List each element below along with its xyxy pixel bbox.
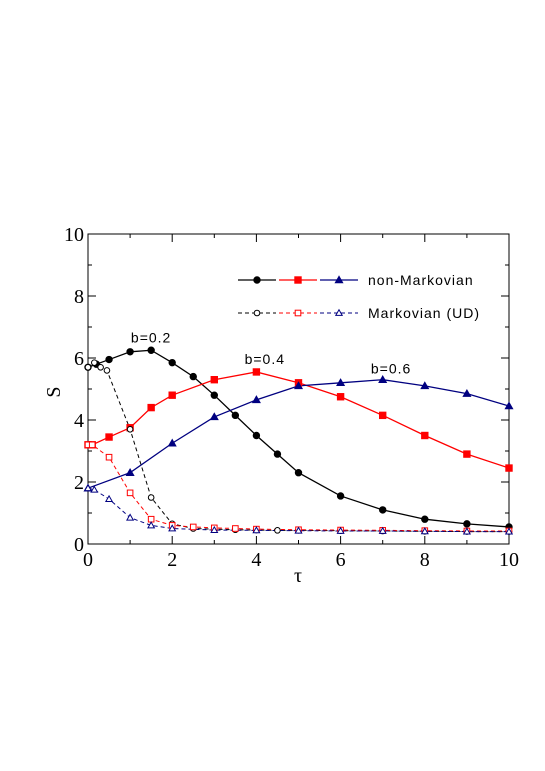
data-point-triangle xyxy=(334,275,344,284)
tick-labels: 0 2 4 6 8 10 0 2 4 6 8 10 xyxy=(64,224,519,571)
x-axis-title: τ xyxy=(294,565,302,587)
data-point-circle xyxy=(210,391,219,399)
data-point-circle xyxy=(273,450,282,458)
series-line xyxy=(88,444,509,532)
data-point-triangle xyxy=(210,525,219,533)
data-point-triangle xyxy=(336,378,346,387)
data-point-square xyxy=(379,411,387,420)
y-tick-label: 0 xyxy=(74,534,84,556)
data-point-circle xyxy=(126,426,134,433)
data-point-square xyxy=(232,525,239,532)
data-point-triangle xyxy=(251,395,261,404)
series-annotation: b=0.6 xyxy=(371,361,411,377)
y-tick-label: 10 xyxy=(64,224,84,246)
axis-ticks xyxy=(87,233,510,545)
data-point-circle xyxy=(231,411,240,420)
data-point-triangle xyxy=(334,308,344,316)
data-point-square xyxy=(88,441,96,449)
data-point-square xyxy=(105,433,113,441)
series-annotation: b=0.4 xyxy=(245,351,285,367)
data-point-triangle xyxy=(378,526,387,534)
legend-label: Markovian (UD) xyxy=(368,305,480,321)
data-point-circle xyxy=(147,346,155,354)
data-point-square xyxy=(336,393,345,401)
data-point-triangle xyxy=(90,485,99,493)
data-point-square xyxy=(294,309,302,317)
series-lines xyxy=(87,349,510,533)
data-point-square xyxy=(189,523,197,531)
data-point-triangle xyxy=(504,527,514,535)
data-point-circle xyxy=(463,520,471,528)
data-point-circle xyxy=(421,515,429,523)
data-point-triangle xyxy=(420,527,429,535)
data-point-triangle xyxy=(104,494,114,502)
data-point-square xyxy=(126,489,134,497)
data-point-square xyxy=(463,450,471,458)
y-tick-label: 6 xyxy=(74,348,84,370)
legend: non-Markovian Markovian (UD) xyxy=(238,272,480,321)
data-point-triangle xyxy=(167,438,177,447)
series-markers xyxy=(83,346,514,535)
data-point-circle xyxy=(168,358,176,367)
y-tick-label: 8 xyxy=(74,286,84,308)
data-point-circle xyxy=(84,364,92,371)
x-tick-label: 10 xyxy=(499,549,519,571)
data-point-triangle xyxy=(209,412,219,421)
data-point-square xyxy=(294,276,302,284)
data-point-triangle xyxy=(294,526,303,534)
data-point-triangle xyxy=(462,388,472,397)
data-point-square xyxy=(105,453,113,461)
x-tick-label: 4 xyxy=(251,549,261,571)
data-point-circle xyxy=(294,469,303,477)
data-point-square xyxy=(210,376,219,384)
x-tick-label: 8 xyxy=(420,549,430,571)
data-point-circle xyxy=(336,492,345,500)
data-point-circle xyxy=(91,359,98,366)
data-point-square xyxy=(168,391,176,399)
annotations: b=0.2 b=0.4 b=0.6 xyxy=(131,330,411,377)
data-point-triangle xyxy=(147,521,156,529)
data-point-circle xyxy=(103,367,111,374)
y-axis-title: S xyxy=(43,386,65,397)
legend-label: non-Markovian xyxy=(368,272,474,288)
y-tick-label: 4 xyxy=(74,410,84,432)
data-point-triangle xyxy=(125,468,135,476)
data-point-square xyxy=(505,464,513,472)
data-point-triangle xyxy=(504,401,514,410)
data-point-triangle xyxy=(83,483,93,492)
data-point-circle xyxy=(105,355,113,364)
series-annotation: b=0.2 xyxy=(131,330,171,346)
data-point-triangle xyxy=(420,381,430,390)
x-tick-label: 2 xyxy=(167,549,177,571)
data-point-triangle xyxy=(462,527,471,535)
data-point-circle xyxy=(274,527,281,534)
y-tick-label: 2 xyxy=(74,472,84,494)
data-point-triangle xyxy=(336,526,345,534)
data-point-square xyxy=(147,403,155,412)
data-point-circle xyxy=(147,494,155,501)
data-point-circle xyxy=(253,309,261,317)
x-tick-label: 0 xyxy=(83,549,93,571)
data-point-triangle xyxy=(252,526,261,534)
data-point-circle xyxy=(126,348,134,356)
data-point-circle xyxy=(252,431,261,440)
data-point-triangle xyxy=(378,375,388,383)
data-point-circle xyxy=(379,506,387,514)
data-point-circle xyxy=(253,276,261,284)
data-point-square xyxy=(147,515,155,523)
data-point-triangle xyxy=(126,513,135,521)
data-point-triangle xyxy=(168,524,177,532)
data-point-square xyxy=(252,368,261,376)
data-point-square xyxy=(421,431,429,440)
data-point-triangle xyxy=(293,381,304,390)
data-point-circle xyxy=(97,364,104,371)
x-tick-label: 6 xyxy=(336,549,346,571)
series-line xyxy=(87,487,509,533)
data-point-circle xyxy=(189,372,197,381)
